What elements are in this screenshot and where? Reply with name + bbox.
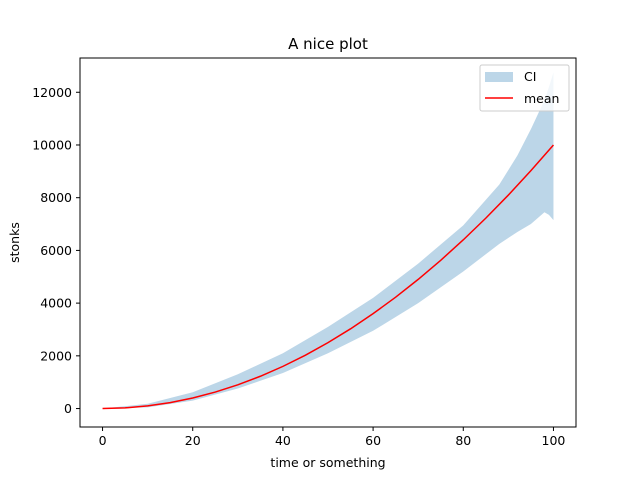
x-tick-label: 100	[542, 433, 566, 448]
legend: CI mean	[479, 64, 570, 112]
y-tick-label: 8000	[40, 190, 72, 205]
y-tick-label: 12000	[32, 85, 72, 100]
x-axis-label: time or something	[270, 455, 385, 470]
y-axis-label: stonks	[7, 222, 22, 263]
y-tick-label: 6000	[40, 243, 72, 258]
x-tick-label: 60	[365, 433, 381, 448]
axes-frame	[79, 57, 577, 428]
y-tick-label: 4000	[40, 296, 72, 311]
legend-label-ci: CI	[524, 69, 536, 84]
x-tick-label: 0	[99, 433, 107, 448]
x-tick-label: 80	[455, 433, 471, 448]
plot-area	[102, 72, 555, 410]
x-tick-label: 20	[185, 433, 201, 448]
y-tick-label: 10000	[32, 137, 72, 152]
legend-swatch-ci	[485, 72, 513, 82]
y-tick-label: 2000	[40, 348, 72, 363]
y-tick-label: 0	[64, 401, 72, 416]
x-tick-label: 40	[275, 433, 291, 448]
ticks: 0 20 40 60 80 100 0 2000 4000 6000 8000 10000 12000	[32, 85, 565, 448]
chart-title: A nice plot	[288, 35, 368, 53]
mean-line	[102, 144, 555, 410]
legend-label-mean: mean	[524, 91, 559, 106]
